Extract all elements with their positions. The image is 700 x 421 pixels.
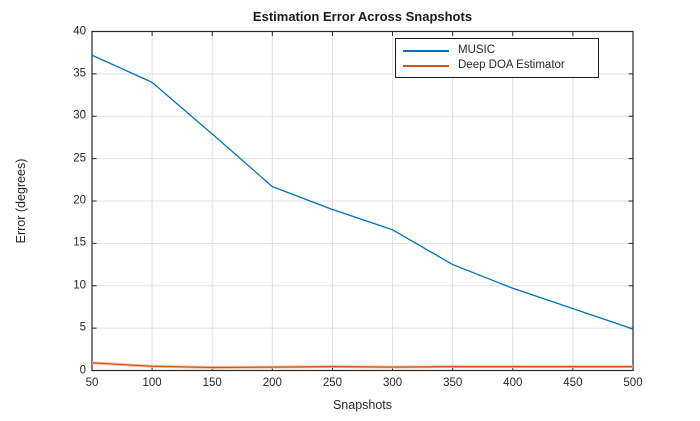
- x-tick-label: 100: [142, 377, 162, 389]
- x-tick-label: 250: [322, 377, 343, 389]
- deep-doa-line-swatch: [403, 64, 449, 67]
- y-tick-label: 5: [79, 321, 86, 334]
- x-axis-label: Snapshots: [332, 398, 393, 412]
- series-line: [91, 362, 633, 369]
- y-tick-label: 10: [73, 279, 86, 292]
- y-tick-label: 25: [73, 152, 86, 165]
- x-tick-label: 200: [262, 377, 282, 389]
- x-tick-label: 400: [503, 377, 523, 389]
- x-tick-label: 500: [623, 377, 643, 389]
- y-tick-label: 20: [73, 194, 86, 207]
- x-tick-label: 150: [202, 377, 222, 389]
- y-tick-label: 40: [73, 25, 86, 37]
- x-tick-label: 350: [443, 377, 463, 389]
- series-line: [91, 54, 634, 330]
- y-tick-label: 15: [73, 236, 86, 249]
- x-tick-label: 450: [563, 377, 583, 389]
- y-tick-label: 0: [79, 364, 86, 376]
- legend-item-deep-doa: Deep DOA Estimator: [396, 58, 598, 73]
- legend-label-music: MUSIC: [458, 44, 496, 56]
- y-axis-label: Error (degrees): [14, 158, 28, 244]
- x-tick-label: 300: [382, 377, 403, 389]
- legend-item-music: MUSIC: [396, 43, 598, 58]
- music-line-swatch: [403, 49, 449, 52]
- y-tick-label: 35: [73, 67, 86, 80]
- chart-title: Estimation Error Across Snapshots: [252, 9, 473, 24]
- y-tick-label: 30: [73, 109, 86, 122]
- legend: MUSIC Deep DOA Estimator: [395, 38, 599, 78]
- x-tick-label: 50: [85, 377, 99, 389]
- legend-label-deep-doa: Deep DOA Estimator: [458, 59, 565, 71]
